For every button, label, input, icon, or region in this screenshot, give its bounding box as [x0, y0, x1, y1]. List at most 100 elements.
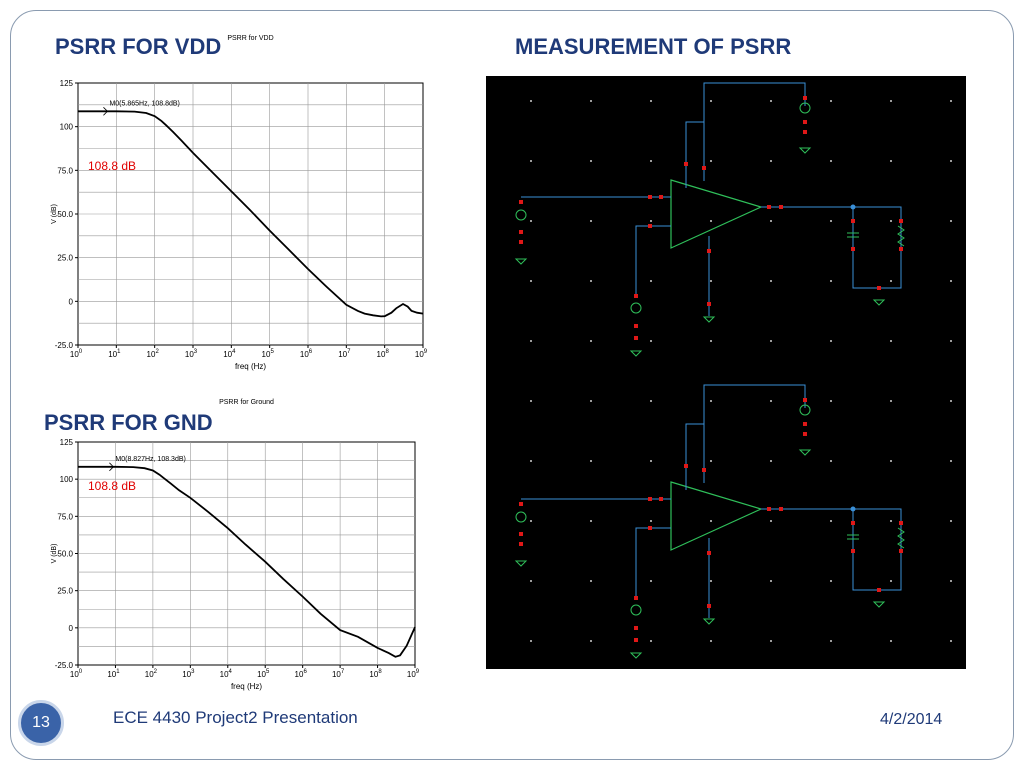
grid-dot	[770, 280, 772, 282]
ground-symbol	[798, 449, 812, 456]
schematic-pin	[779, 205, 783, 209]
grid-dot	[650, 220, 652, 222]
y-tick-label: -25.0	[55, 661, 74, 670]
page-number: 13	[32, 714, 50, 731]
x-tick-label: 101	[108, 349, 121, 359]
grid-dot	[770, 640, 772, 642]
grid-dot	[830, 340, 832, 342]
ground-symbol	[514, 258, 528, 265]
schematic-pin	[684, 162, 688, 166]
grid-dot	[530, 640, 532, 642]
grid-dot	[830, 220, 832, 222]
schematic-pin	[899, 549, 903, 553]
schematic-wire	[761, 206, 902, 289]
y-axis-label: V (dB)	[51, 204, 58, 224]
grid-dot	[890, 400, 892, 402]
schematic-pin	[803, 130, 807, 134]
grid-dot	[890, 640, 892, 642]
schematic-pin	[519, 230, 523, 234]
capacitor-symbol	[847, 534, 859, 540]
schematic-pin	[803, 422, 807, 426]
grid-dot	[890, 580, 892, 582]
schematic-pin	[803, 432, 807, 436]
x-tick-label: 102	[145, 669, 158, 679]
node-dot	[850, 204, 856, 210]
grid-dot	[890, 460, 892, 462]
grid-dot	[950, 280, 952, 282]
x-axis-label: freq (Hz)	[231, 682, 262, 691]
grid-dot	[830, 520, 832, 522]
x-tick-label: 106	[300, 349, 313, 359]
grid-dot	[530, 220, 532, 222]
psrr-annotation: 108.8 dB	[88, 159, 136, 173]
x-tick-label: 100	[70, 349, 83, 359]
grid-dot	[650, 640, 652, 642]
grid-dot	[590, 580, 592, 582]
grid-dot	[650, 400, 652, 402]
grid-dot	[890, 100, 892, 102]
grid-dot	[950, 100, 952, 102]
schematic-pin	[767, 205, 771, 209]
heading-measurement-psrr: MEASUREMENT OF PSRR	[515, 34, 792, 59]
schematic-pin	[702, 468, 706, 472]
grid-dot	[530, 520, 532, 522]
ground-symbol	[629, 652, 643, 659]
footer-title: ECE 4430 Project2 Presentation	[113, 708, 358, 727]
x-axis-label: freq (Hz)	[235, 362, 266, 371]
grid-dot	[710, 520, 712, 522]
schematic-pin	[803, 398, 807, 402]
x-tick-label: 103	[185, 349, 198, 359]
grid-dot	[770, 400, 772, 402]
schematic-pin	[803, 96, 807, 100]
grid-dot	[830, 280, 832, 282]
grid-dot	[710, 580, 712, 582]
ground-symbol	[872, 601, 886, 608]
grid-dot	[590, 640, 592, 642]
grid-dot	[530, 160, 532, 162]
marker-arrow	[103, 107, 109, 116]
schematic-pin	[634, 638, 638, 642]
grid-dot	[770, 520, 772, 522]
y-axis-label: V (dB)	[51, 544, 58, 564]
psrr-annotation: 108.8 dB	[88, 479, 136, 493]
voltage-source	[515, 209, 527, 221]
y-tick-label: 100	[60, 475, 74, 484]
schematic-wire	[685, 121, 704, 188]
y-tick-label: 50.0	[57, 550, 73, 559]
schematic-pin	[684, 464, 688, 468]
x-tick-label: 101	[107, 669, 120, 679]
grid-dot	[650, 580, 652, 582]
marker-label: M0(5.865Hz, 108.8dB)	[109, 100, 179, 107]
x-tick-label: 103	[182, 669, 195, 679]
voltage-source	[630, 604, 642, 616]
schematic-wire	[635, 225, 671, 294]
y-tick-label: -25.0	[55, 341, 74, 350]
grid-dot	[590, 400, 592, 402]
schematic-pin	[707, 551, 711, 555]
grid-dot	[530, 400, 532, 402]
x-tick-label: 102	[147, 349, 160, 359]
schematic-pin	[899, 219, 903, 223]
schematic-pin	[634, 626, 638, 630]
schematic-pin	[707, 604, 711, 608]
schematic-pin	[519, 502, 523, 506]
schematic-pin	[648, 224, 652, 228]
schematic-wire	[685, 423, 704, 490]
grid-dot	[770, 340, 772, 342]
y-tick-label: 100	[60, 123, 74, 132]
y-tick-label: 0	[69, 624, 74, 633]
grid-dot	[590, 520, 592, 522]
x-tick-label: 108	[377, 349, 390, 359]
schematic-pin	[877, 286, 881, 290]
grid-dot	[950, 520, 952, 522]
schematic-pin	[899, 247, 903, 251]
chart-title: PSRR for VDD	[227, 35, 273, 42]
schematic-pin	[779, 507, 783, 511]
x-tick-label: 109	[415, 349, 428, 359]
ground-symbol	[872, 299, 886, 306]
schematic-pin	[702, 166, 706, 170]
schematic-pin	[648, 195, 652, 199]
marker-label: M0(8.827Hz, 108.3dB)	[115, 456, 185, 463]
grid-dot	[650, 520, 652, 522]
